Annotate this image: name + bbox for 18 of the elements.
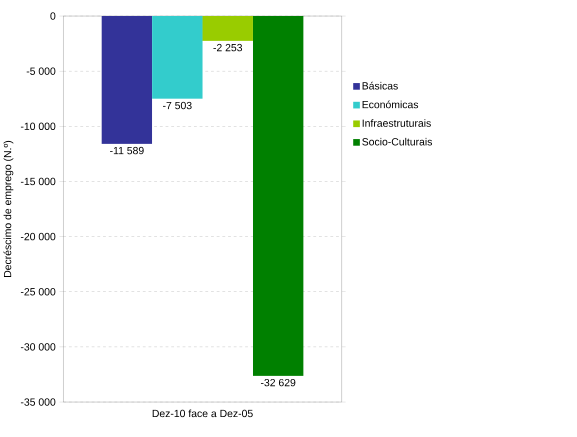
y-axis-title: Decréscimo de emprego (N.º) bbox=[3, 140, 14, 277]
y-tick-label: -25 000 bbox=[20, 288, 56, 296]
legend-label: Socio-Culturais bbox=[362, 138, 432, 146]
y-tick-label: -5 000 bbox=[26, 67, 56, 75]
data-label: -11 589 bbox=[110, 146, 144, 154]
legend-label: Básicas bbox=[362, 82, 398, 90]
data-label: -7 503 bbox=[163, 102, 192, 110]
y-tick-label: -15 000 bbox=[20, 178, 56, 185]
y-tick-label: 0 bbox=[50, 12, 56, 20]
data-label: -2 253 bbox=[213, 44, 242, 52]
y-tick-label: -30 000 bbox=[20, 343, 56, 350]
x-tick-label: Dez-10 face a Dez-05 bbox=[152, 409, 253, 417]
y-tick-label: -20 000 bbox=[20, 232, 56, 240]
legend-label: Infraestruturais bbox=[362, 119, 431, 127]
legend-label: Económicas bbox=[362, 100, 418, 108]
y-tick-label: -35 000 bbox=[20, 398, 56, 406]
data-label: -32 629 bbox=[260, 378, 296, 386]
y-tick-label: -10 000 bbox=[20, 122, 56, 130]
